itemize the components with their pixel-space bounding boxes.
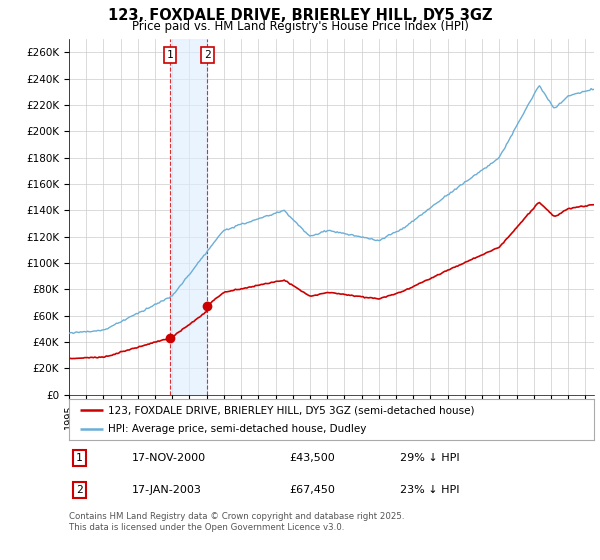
Text: 17-JAN-2003: 17-JAN-2003 xyxy=(132,485,202,495)
Bar xyxy=(170,39,208,395)
Text: 2: 2 xyxy=(204,50,211,60)
Text: £43,500: £43,500 xyxy=(290,453,335,463)
Text: 1: 1 xyxy=(76,453,83,463)
Text: 123, FOXDALE DRIVE, BRIERLEY HILL, DY5 3GZ (semi-detached house): 123, FOXDALE DRIVE, BRIERLEY HILL, DY5 3… xyxy=(109,405,475,415)
Text: 17-NOV-2000: 17-NOV-2000 xyxy=(132,453,206,463)
Text: 1: 1 xyxy=(167,50,173,60)
Text: 23% ↓ HPI: 23% ↓ HPI xyxy=(400,485,459,495)
Text: HPI: Average price, semi-detached house, Dudley: HPI: Average price, semi-detached house,… xyxy=(109,424,367,433)
Text: Price paid vs. HM Land Registry's House Price Index (HPI): Price paid vs. HM Land Registry's House … xyxy=(131,20,469,32)
Text: £67,450: £67,450 xyxy=(290,485,335,495)
Text: 2: 2 xyxy=(76,485,83,495)
Text: 123, FOXDALE DRIVE, BRIERLEY HILL, DY5 3GZ: 123, FOXDALE DRIVE, BRIERLEY HILL, DY5 3… xyxy=(108,8,492,24)
Text: Contains HM Land Registry data © Crown copyright and database right 2025.
This d: Contains HM Land Registry data © Crown c… xyxy=(69,512,404,532)
Text: 29% ↓ HPI: 29% ↓ HPI xyxy=(400,453,460,463)
